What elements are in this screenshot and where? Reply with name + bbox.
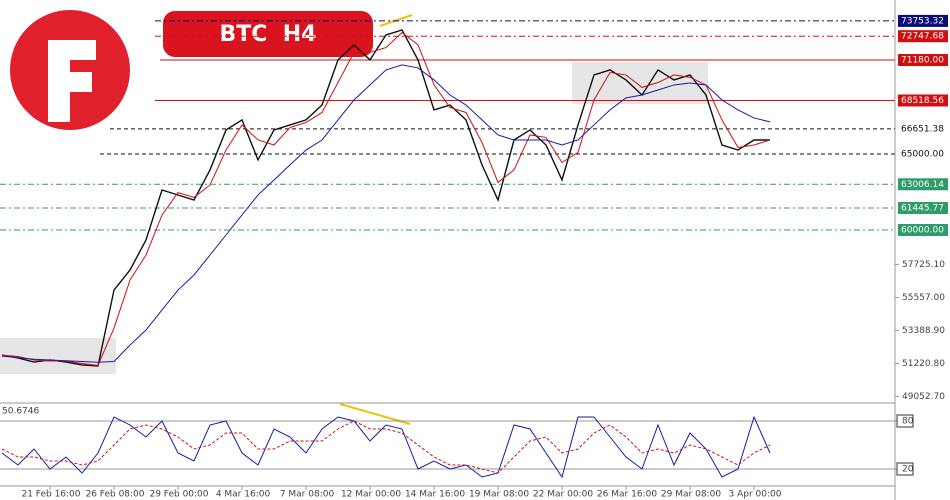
x-tick-label: 19 Mar 08:00 — [469, 490, 529, 500]
level-label-box — [898, 54, 948, 67]
level-label: 63006.14 — [901, 180, 944, 190]
x-tick-label: 21 Feb 16:00 — [21, 490, 80, 500]
level-label-box — [898, 94, 948, 107]
level-label: 68518.56 — [901, 96, 944, 106]
series-line — [1, 420, 771, 474]
x-tick-label: 22 Mar 00:00 — [533, 490, 593, 500]
x-tick-label: 3 Apr 00:00 — [729, 490, 782, 500]
x-tick-label: 26 Mar 16:00 — [597, 490, 657, 500]
y-tick-label: 55557.00 — [902, 293, 945, 303]
x-tick-label: 26 Feb 08:00 — [85, 490, 144, 500]
level-label-box — [898, 14, 948, 27]
series-line — [1, 31, 771, 366]
banner: BTC H4 — [220, 22, 317, 47]
level-label: 60000.00 — [901, 225, 944, 235]
y-tick-label: 57725.10 — [902, 260, 945, 270]
level-label-box — [898, 122, 948, 135]
indicator-label: 50.6746 — [2, 407, 39, 417]
x-tick-label: 4 Mar 16:00 — [216, 490, 271, 500]
level-label-box — [898, 30, 948, 43]
y-tick-label: 53388.90 — [902, 326, 945, 336]
level-label: 61445.77 — [901, 204, 944, 214]
level-label: 72747.68 — [901, 32, 944, 42]
y-tick-label: 49052.70 — [902, 392, 945, 402]
logo — [10, 10, 130, 130]
y-tick-label: 51220.80 — [902, 359, 945, 369]
level-label-box — [898, 178, 948, 191]
y-tick-label: 80 — [902, 417, 914, 427]
level-label-box — [898, 202, 948, 215]
series-line — [1, 415, 771, 479]
series-line — [1, 64, 771, 363]
level-label: 71180.00 — [901, 56, 944, 66]
range-box — [572, 62, 708, 104]
level-label-box — [898, 223, 948, 236]
tick-label-box — [896, 414, 914, 428]
level-label: 65000.00 — [901, 149, 944, 159]
level-label: 66651.38 — [901, 124, 944, 134]
x-tick-label: 14 Mar 16:00 — [405, 490, 465, 500]
x-tick-label: 29 Feb 00:00 — [149, 490, 208, 500]
tick-label-box — [896, 462, 914, 476]
level-label-box — [898, 147, 948, 160]
x-tick-label: 7 Mar 08:00 — [280, 490, 335, 500]
y-tick-label: 20 — [902, 465, 914, 475]
range-box — [0, 338, 116, 374]
x-tick-label: 12 Mar 00:00 — [341, 490, 401, 500]
x-tick-label: 29 Mar 08:00 — [661, 490, 721, 500]
level-label: 73753.32 — [901, 16, 944, 26]
banner-box — [163, 11, 373, 57]
